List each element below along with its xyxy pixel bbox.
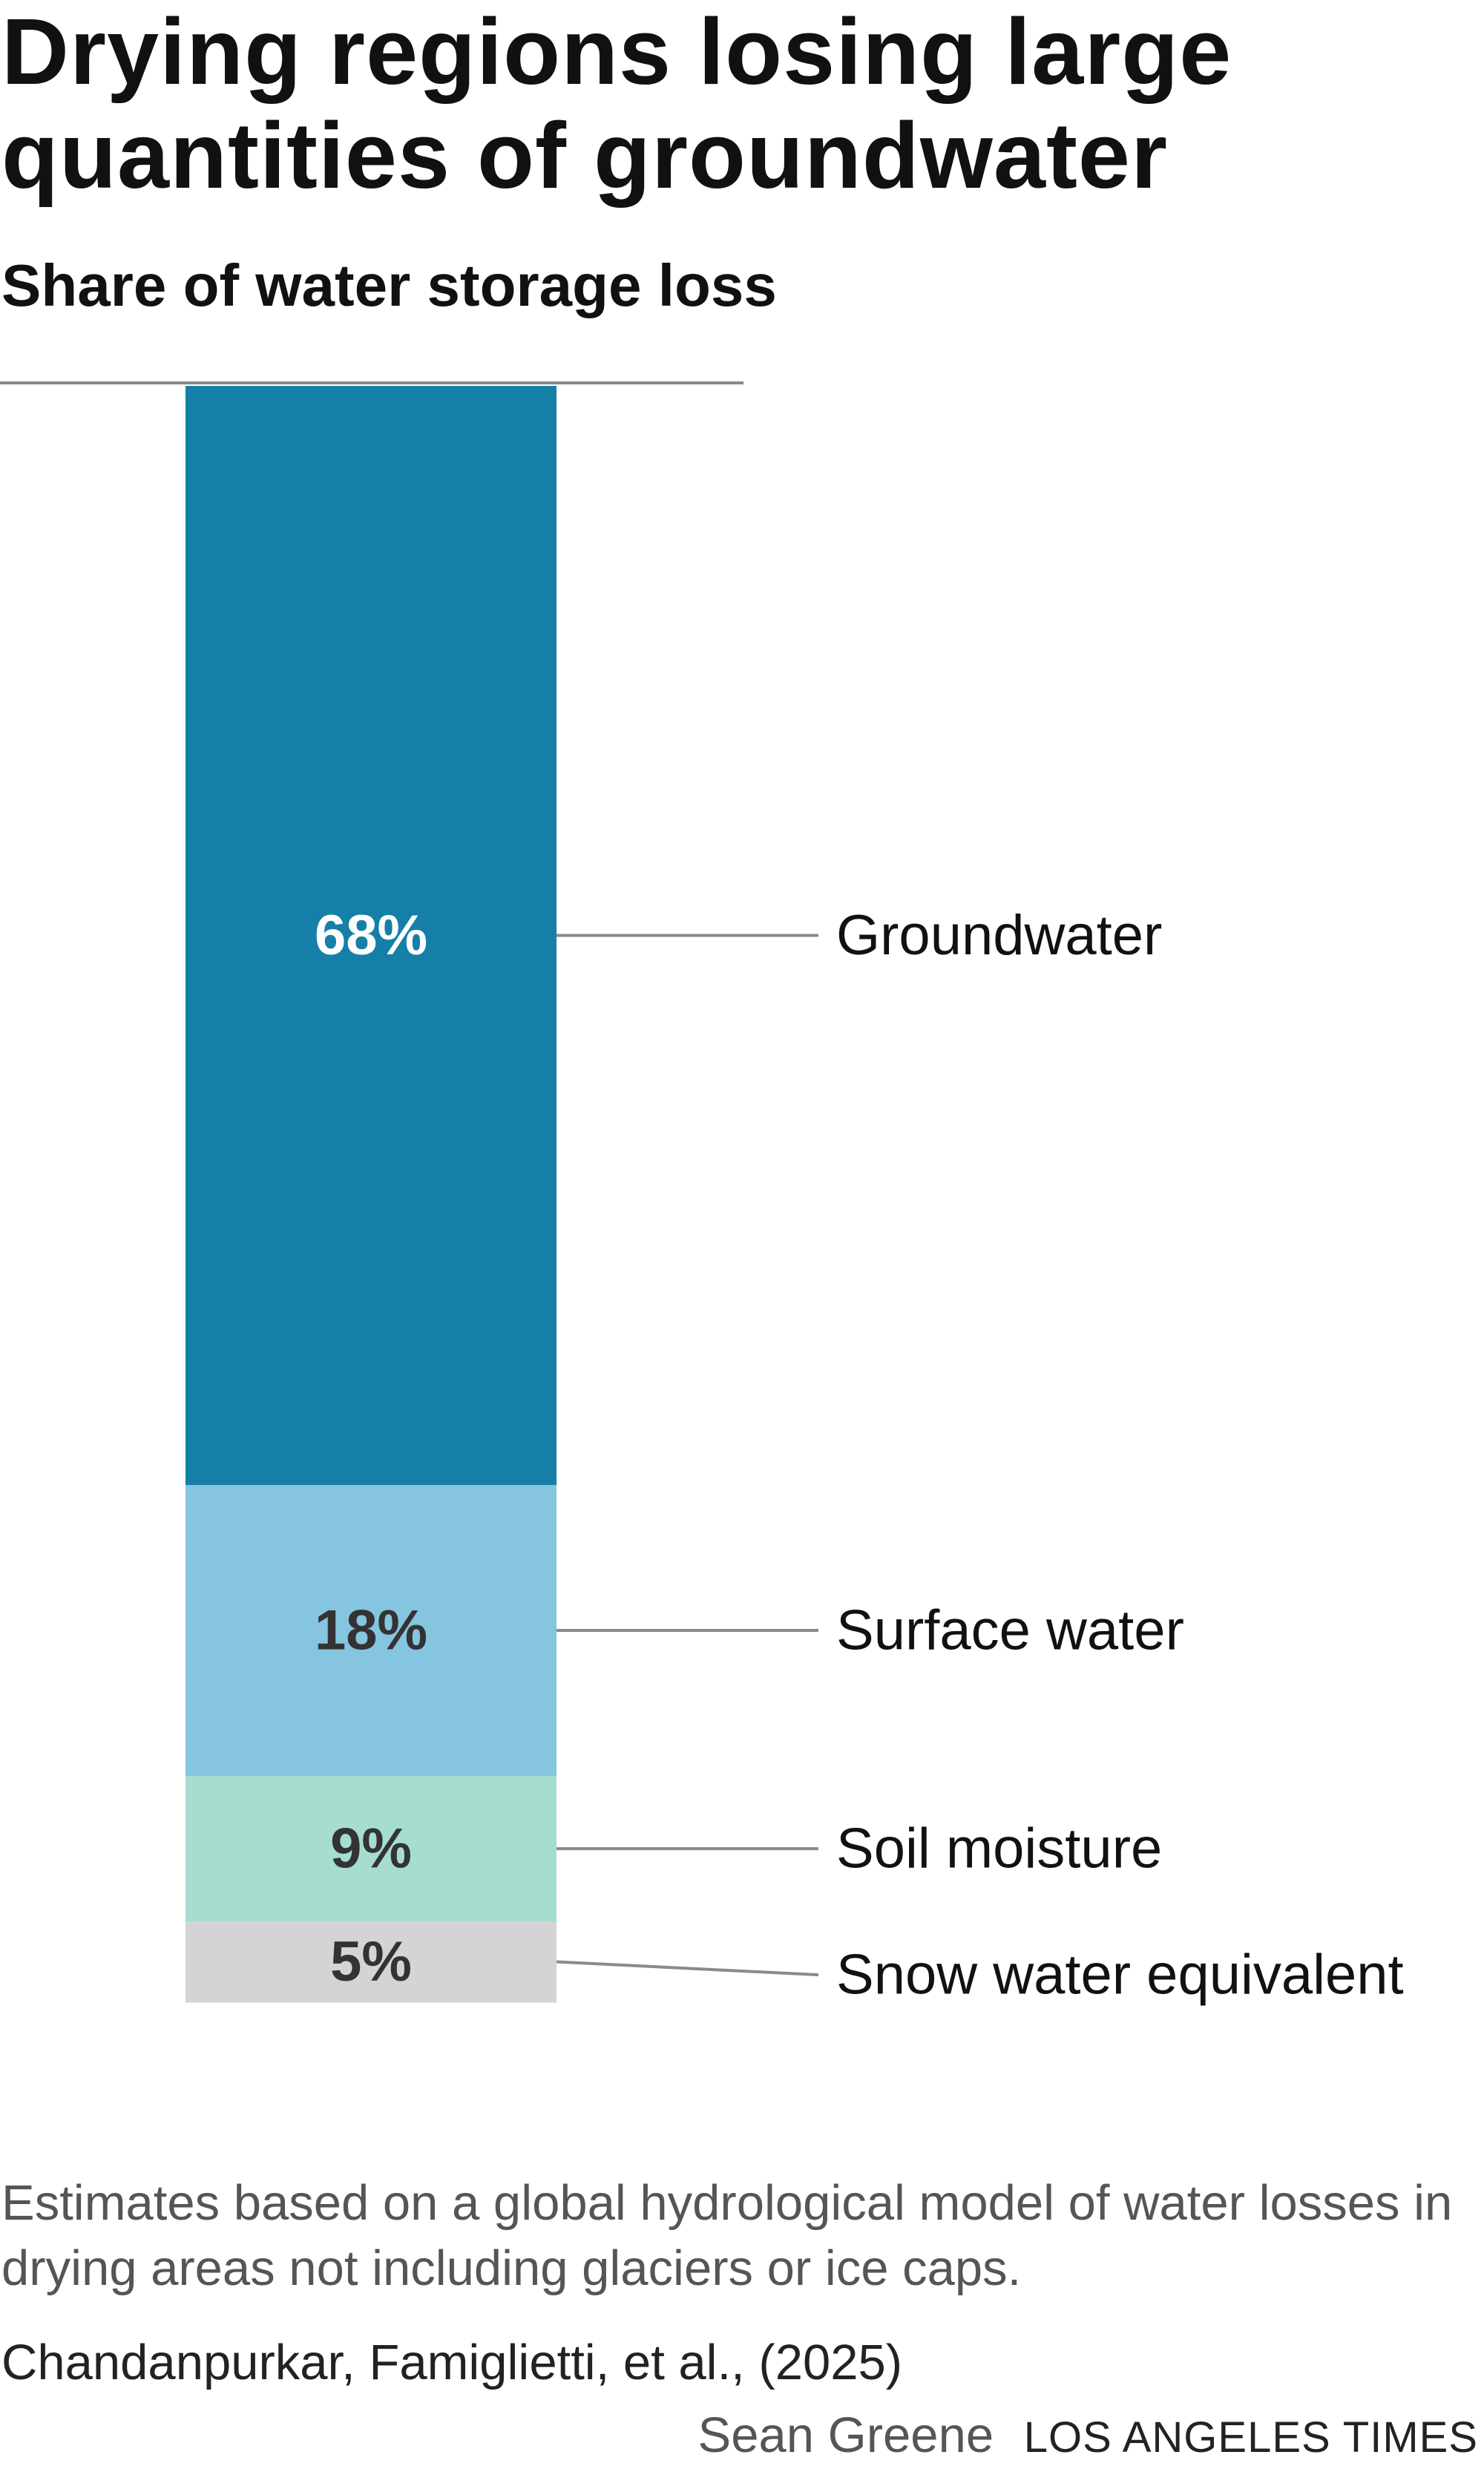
value-label-surface-water: 18% xyxy=(315,1599,427,1662)
bar-segment-soil-moisture xyxy=(186,1776,556,1922)
bar-segments xyxy=(186,386,556,2003)
category-label-soil-moisture: Soil moisture xyxy=(836,1817,1162,1881)
value-label-groundwater: 68% xyxy=(315,904,427,967)
credit-organization: LOS ANGELES TIMES xyxy=(1023,2413,1478,2462)
chart-source: Chandanpurkar, Famiglietti, et al., (202… xyxy=(1,2335,903,2390)
credit-author: Sean Greene xyxy=(697,2407,994,2463)
bar-segment-surface-water xyxy=(186,1485,556,1777)
value-label-soil-moisture: 9% xyxy=(330,1817,412,1881)
category-label-groundwater: Groundwater xyxy=(836,904,1162,967)
chart-note: Estimates based on a global hydrological… xyxy=(1,2175,1453,2296)
value-labels: 68% 18% 9% 5% xyxy=(315,904,427,1993)
bar-segment-groundwater xyxy=(186,386,556,1486)
value-label-snow-water-equivalent: 5% xyxy=(330,1930,412,1993)
category-label-snow-water-equivalent: Snow water equivalent xyxy=(836,1944,1404,2007)
category-labels: Groundwater Surface water Soil moisture Sno… xyxy=(836,904,1404,2007)
chart-title: Drying regions losing large quantities o… xyxy=(1,0,1232,208)
category-label-surface-water: Surface water xyxy=(836,1599,1184,1662)
bar-segment-snow-water-equivalent xyxy=(186,1921,556,2003)
stacked-bar-chart: 68% 18% 9% 5% Groundwater Surface water Soil … xyxy=(0,381,1404,2007)
credit-line: Sean Greene LOS ANGELES TIMES xyxy=(698,2404,1478,2469)
chart-subtitle: Share of water storage loss xyxy=(1,252,777,318)
leader-lines xyxy=(556,934,819,1977)
leader-line-snow-water-equivalent xyxy=(556,1960,819,1977)
